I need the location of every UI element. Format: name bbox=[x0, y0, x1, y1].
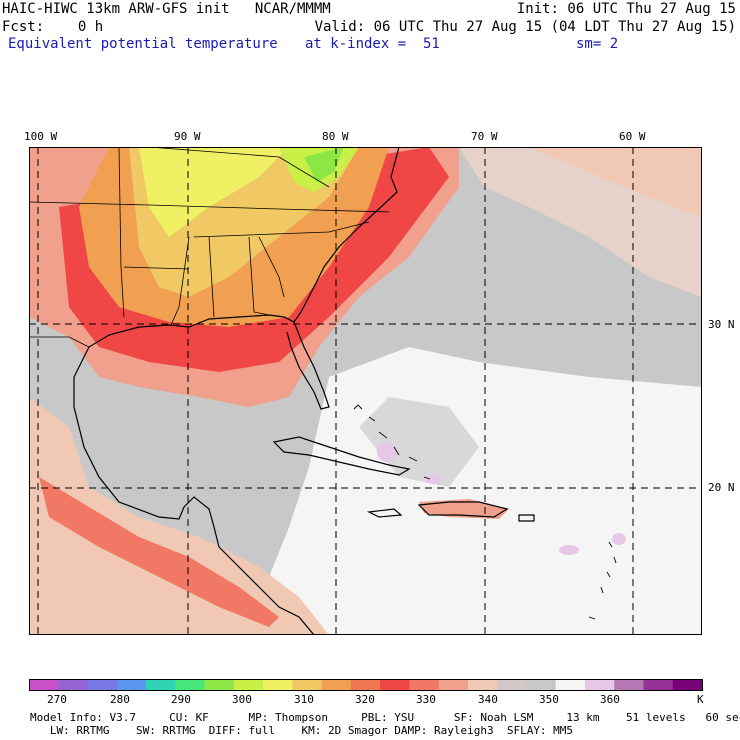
init-time: Init: 06 UTC Thu 27 Aug 15 bbox=[516, 1, 736, 17]
colorbar-tick-330: 330 bbox=[416, 693, 436, 706]
graticule bbox=[29, 147, 702, 635]
colorbar-cell bbox=[321, 679, 352, 691]
colorbar-cell bbox=[672, 679, 703, 691]
coastline-jamaica bbox=[366, 508, 403, 518]
coastline-puerto-rico bbox=[518, 514, 535, 522]
colorbar-tick-270: 270 bbox=[47, 693, 67, 706]
coastlines bbox=[73, 147, 535, 635]
colorbar-tick-340: 340 bbox=[478, 693, 498, 706]
coastline-florida bbox=[286, 321, 330, 410]
lon-label-60w: 60 W bbox=[619, 130, 646, 143]
colorbar-unit: K bbox=[697, 693, 704, 706]
field-purple-caribbean bbox=[559, 545, 579, 555]
colorbar-tick-290: 290 bbox=[171, 693, 191, 706]
colorbar-cell bbox=[58, 679, 89, 691]
colorbar-cell bbox=[29, 679, 59, 691]
colorbar-cell bbox=[467, 679, 498, 691]
colorbar-cell bbox=[409, 679, 440, 691]
lat-label-20n: 20 N bbox=[708, 481, 735, 494]
islands bbox=[353, 404, 617, 620]
colorbar-tick-280: 280 bbox=[110, 693, 130, 706]
colorbar-cell bbox=[204, 679, 235, 691]
field-name: Equivalent potential temperature bbox=[8, 36, 278, 52]
lon-label-80w: 80 W bbox=[322, 130, 349, 143]
colorbar-tick-310: 310 bbox=[294, 693, 314, 706]
field-purple-bahamas bbox=[377, 442, 397, 462]
field-lightyellow-land bbox=[139, 147, 289, 237]
state-borders bbox=[29, 147, 390, 348]
coastline-mainland bbox=[73, 147, 400, 635]
colorbar-cell bbox=[526, 679, 557, 691]
model-info-line1: Model Info: V3.7 CU: KF MP: Thompson PBL… bbox=[30, 711, 740, 724]
colorbar-tick-360: 360 bbox=[600, 693, 620, 706]
lon-label-100w: 100 W bbox=[24, 130, 58, 143]
colorbar-cell bbox=[175, 679, 206, 691]
colorbar-cell bbox=[146, 679, 176, 691]
smoothing-info: sm= 2 bbox=[576, 36, 619, 52]
colorbar-tick-320: 320 bbox=[355, 693, 375, 706]
lon-label-70w: 70 W bbox=[471, 130, 498, 143]
field-tan-mexico bbox=[29, 397, 329, 635]
colorbar-cell bbox=[292, 679, 323, 691]
field-purple-cuba-east bbox=[425, 474, 443, 484]
coastline-cuba bbox=[272, 436, 411, 476]
colorbar-cell bbox=[116, 679, 147, 691]
colorbar-tick-300: 300 bbox=[232, 693, 252, 706]
field-purple-east bbox=[612, 533, 626, 545]
theta-e-map bbox=[29, 147, 702, 635]
colorbar-cell bbox=[643, 679, 674, 691]
field-salmon-atlantic bbox=[529, 147, 702, 217]
lat-label-30n: 30 N bbox=[708, 318, 735, 331]
field-green-appalachian bbox=[304, 147, 344, 182]
colorbar-cell bbox=[584, 679, 615, 691]
colorbar-cell bbox=[614, 679, 644, 691]
coastline-hispaniola bbox=[417, 501, 509, 518]
colorbar-cell bbox=[87, 679, 118, 691]
model-info-line2: LW: RRTMG SW: RRTMG DIFF: full KM: 2D Sm… bbox=[30, 724, 574, 737]
colorbar-cell bbox=[555, 679, 586, 691]
colorbar-cell bbox=[233, 679, 264, 691]
colorbar-cell bbox=[350, 679, 381, 691]
level-info: at k-index = 51 bbox=[305, 36, 440, 52]
forecast-hour: Fcst: 0 h bbox=[2, 19, 104, 35]
colorbar-cell bbox=[380, 679, 410, 691]
valid-time: Valid: 06 UTC Thu 27 Aug 15 (04 LDT Thu … bbox=[314, 19, 736, 35]
model-title: HAIC-HIWC 13km ARW-GFS init NCAR/MMMM bbox=[2, 1, 331, 17]
field-red-central-america bbox=[39, 477, 279, 627]
colorbar-tick-350: 350 bbox=[539, 693, 559, 706]
colorbar bbox=[29, 679, 703, 691]
colorbar-cell bbox=[263, 679, 293, 691]
colorbar-cell bbox=[497, 679, 527, 691]
colorbar-cell bbox=[438, 679, 469, 691]
lon-label-90w: 90 W bbox=[174, 130, 201, 143]
map-frame bbox=[29, 147, 702, 635]
